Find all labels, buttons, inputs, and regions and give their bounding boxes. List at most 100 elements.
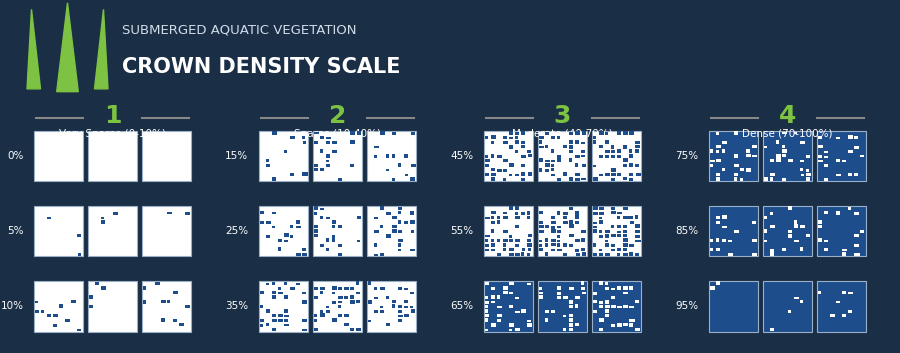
FancyBboxPatch shape	[284, 240, 288, 242]
FancyBboxPatch shape	[545, 318, 548, 322]
FancyBboxPatch shape	[173, 319, 177, 322]
FancyBboxPatch shape	[570, 207, 573, 210]
FancyBboxPatch shape	[515, 174, 519, 176]
Text: 75%: 75%	[675, 151, 698, 161]
FancyBboxPatch shape	[611, 211, 616, 214]
FancyBboxPatch shape	[34, 281, 83, 331]
FancyBboxPatch shape	[77, 252, 81, 256]
FancyBboxPatch shape	[527, 323, 532, 327]
FancyBboxPatch shape	[266, 309, 270, 313]
FancyBboxPatch shape	[314, 234, 318, 237]
Text: Dense (70-100%): Dense (70-100%)	[742, 129, 833, 139]
FancyBboxPatch shape	[278, 239, 282, 242]
FancyBboxPatch shape	[509, 323, 514, 327]
FancyBboxPatch shape	[782, 249, 786, 251]
FancyBboxPatch shape	[592, 131, 641, 181]
FancyBboxPatch shape	[616, 149, 621, 153]
FancyBboxPatch shape	[509, 131, 513, 134]
FancyBboxPatch shape	[313, 319, 317, 322]
FancyBboxPatch shape	[314, 141, 319, 144]
FancyBboxPatch shape	[575, 296, 580, 299]
FancyBboxPatch shape	[710, 248, 713, 251]
FancyBboxPatch shape	[161, 318, 166, 322]
FancyBboxPatch shape	[624, 177, 626, 180]
FancyBboxPatch shape	[392, 132, 396, 135]
FancyBboxPatch shape	[551, 229, 556, 233]
FancyBboxPatch shape	[386, 323, 390, 327]
FancyBboxPatch shape	[716, 159, 721, 162]
FancyBboxPatch shape	[782, 149, 787, 153]
FancyBboxPatch shape	[728, 253, 733, 256]
FancyBboxPatch shape	[77, 329, 81, 331]
FancyBboxPatch shape	[326, 310, 329, 313]
FancyBboxPatch shape	[516, 226, 518, 228]
FancyBboxPatch shape	[782, 145, 786, 149]
FancyBboxPatch shape	[616, 234, 621, 237]
FancyBboxPatch shape	[734, 164, 739, 167]
FancyBboxPatch shape	[34, 206, 83, 256]
FancyBboxPatch shape	[320, 310, 323, 312]
FancyBboxPatch shape	[611, 168, 616, 172]
FancyBboxPatch shape	[404, 174, 409, 176]
FancyBboxPatch shape	[314, 168, 318, 171]
FancyBboxPatch shape	[824, 151, 828, 153]
FancyBboxPatch shape	[484, 301, 489, 304]
FancyBboxPatch shape	[544, 243, 548, 247]
Text: 10%: 10%	[0, 301, 23, 311]
FancyBboxPatch shape	[629, 323, 633, 327]
FancyBboxPatch shape	[557, 243, 561, 247]
FancyBboxPatch shape	[709, 206, 758, 256]
Text: 85%: 85%	[675, 226, 698, 236]
FancyBboxPatch shape	[302, 141, 306, 144]
FancyBboxPatch shape	[497, 155, 502, 157]
FancyBboxPatch shape	[581, 150, 585, 153]
FancyBboxPatch shape	[629, 149, 632, 153]
FancyBboxPatch shape	[716, 281, 721, 285]
FancyBboxPatch shape	[569, 220, 573, 223]
FancyBboxPatch shape	[593, 229, 597, 233]
FancyBboxPatch shape	[593, 177, 598, 181]
FancyBboxPatch shape	[570, 328, 573, 331]
FancyBboxPatch shape	[551, 243, 555, 246]
FancyBboxPatch shape	[824, 156, 828, 158]
FancyBboxPatch shape	[59, 304, 63, 308]
FancyBboxPatch shape	[722, 239, 726, 242]
FancyBboxPatch shape	[538, 136, 544, 139]
FancyBboxPatch shape	[551, 136, 555, 139]
FancyBboxPatch shape	[278, 292, 284, 294]
FancyBboxPatch shape	[291, 173, 294, 176]
FancyBboxPatch shape	[539, 240, 542, 242]
FancyBboxPatch shape	[776, 140, 779, 144]
FancyBboxPatch shape	[599, 328, 603, 331]
FancyBboxPatch shape	[824, 178, 828, 181]
Text: 4: 4	[778, 103, 796, 127]
FancyBboxPatch shape	[629, 221, 634, 224]
FancyBboxPatch shape	[592, 292, 598, 294]
FancyBboxPatch shape	[509, 235, 512, 238]
Text: CROWN DENSITY SCALE: CROWN DENSITY SCALE	[122, 57, 400, 77]
FancyBboxPatch shape	[551, 149, 554, 153]
FancyBboxPatch shape	[302, 329, 307, 331]
FancyBboxPatch shape	[485, 329, 488, 331]
FancyBboxPatch shape	[356, 216, 361, 219]
FancyBboxPatch shape	[284, 310, 288, 313]
Text: 45%: 45%	[450, 151, 473, 161]
FancyBboxPatch shape	[764, 240, 768, 242]
FancyBboxPatch shape	[491, 295, 495, 299]
FancyBboxPatch shape	[576, 253, 580, 256]
FancyBboxPatch shape	[623, 164, 626, 167]
FancyBboxPatch shape	[763, 281, 812, 331]
FancyBboxPatch shape	[320, 313, 325, 317]
FancyBboxPatch shape	[551, 239, 555, 242]
FancyBboxPatch shape	[551, 221, 555, 224]
FancyBboxPatch shape	[605, 253, 610, 256]
FancyBboxPatch shape	[605, 309, 609, 313]
FancyBboxPatch shape	[624, 158, 627, 162]
FancyBboxPatch shape	[716, 238, 719, 242]
FancyBboxPatch shape	[635, 253, 639, 256]
FancyBboxPatch shape	[503, 239, 508, 242]
FancyBboxPatch shape	[296, 226, 301, 228]
FancyBboxPatch shape	[398, 315, 402, 317]
FancyBboxPatch shape	[624, 225, 627, 228]
FancyBboxPatch shape	[593, 243, 597, 247]
